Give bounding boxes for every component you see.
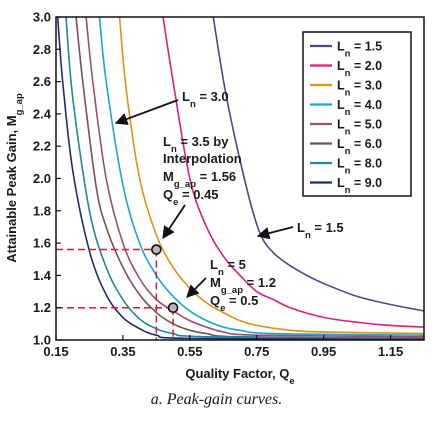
series-line-1 xyxy=(162,17,424,328)
y-tick-label-2: 1.4 xyxy=(33,268,52,283)
legend-label-1: Ln = 2.0 xyxy=(337,59,382,79)
highlight-point-0 xyxy=(151,244,162,255)
annotation-ln35-line1: Ln = 3.5 by xyxy=(163,134,229,155)
annotation-ln35-arrow xyxy=(162,204,186,240)
y-tick-label-8: 2.6 xyxy=(33,74,51,89)
series-line-3 xyxy=(98,17,424,336)
x-tick-label-5: 1.15 xyxy=(378,344,403,359)
series-line-2 xyxy=(118,17,424,335)
legend-box xyxy=(302,31,412,197)
annotation-ln35-line3: Mg_ap = 1.56 xyxy=(163,169,236,190)
x-tick-label-1: 0.35 xyxy=(110,344,135,359)
x-tick-label-4: 0.95 xyxy=(311,344,336,359)
legend-label-4: Ln = 5.0 xyxy=(337,118,382,138)
annotation-ln5: Ln = 5 Mg_ap = 1.2 Qe = 0.5 xyxy=(186,257,276,314)
legend-label-2: Ln = 3.0 xyxy=(337,79,382,99)
y-tick-label-4: 1.8 xyxy=(33,203,51,218)
axis-ticks: 0.15 0.35 0.55 0.75 0.95 1.15 1.0 1.2 1.4 1.6 1.8 2… xyxy=(33,10,403,360)
annotation-ln30: Ln = 3.0 xyxy=(114,89,229,125)
series-line-4 xyxy=(85,17,424,338)
series-line-0 xyxy=(212,17,424,312)
annotation-ln15-arrow xyxy=(256,226,294,240)
annotation-ln15-line1: Ln = 1.5 xyxy=(297,220,344,241)
annotation-ln35: Ln = 3.5 by Interpolation Mg_ap = 1.56 Q… xyxy=(162,134,242,240)
annotation-ln35-line4: Qe = 0.45 xyxy=(163,187,219,208)
y-tick-label-1: 1.2 xyxy=(33,300,51,315)
x-tick-label-0: 0.15 xyxy=(43,344,68,359)
y-tick-label-7: 2.4 xyxy=(33,106,52,121)
highlight-markers xyxy=(151,244,179,314)
y-tick-label-10: 3.0 xyxy=(33,10,51,25)
highlight-point-1 xyxy=(167,302,179,314)
legend-label-5: Ln = 6.0 xyxy=(337,137,382,157)
legend: Ln = 1.5Ln = 2.0Ln = 3.0Ln = 4.0Ln = 5.0… xyxy=(302,31,412,197)
annotation-ln35-line2: Interpolation xyxy=(163,151,242,166)
annotation-ln5-arrow xyxy=(186,277,207,298)
legend-items: Ln = 1.5Ln = 2.0Ln = 3.0Ln = 4.0Ln = 5.0… xyxy=(310,40,382,196)
figure-caption: a. Peak-gain curves. xyxy=(150,391,283,408)
series-line-5 xyxy=(75,17,424,340)
y-tick-label-3: 1.6 xyxy=(33,236,51,251)
x-axis-label: Quality Factor, Qe xyxy=(185,366,294,387)
legend-label-6: Ln = 8.0 xyxy=(337,157,382,177)
y-axis-label: Attainable Peak Gain, Mg_ap xyxy=(4,93,25,263)
annotation-ln30-arrow xyxy=(114,99,179,125)
y-tick-label-0: 1.0 xyxy=(33,333,51,348)
x-tick-label-2: 0.55 xyxy=(177,344,202,359)
legend-label-0: Ln = 1.5 xyxy=(337,40,382,60)
y-tick-label-9: 2.8 xyxy=(33,42,51,57)
y-tick-label-5: 2.0 xyxy=(33,171,51,186)
legend-label-7: Ln = 9.0 xyxy=(337,176,382,196)
marker-guides xyxy=(56,248,174,340)
annotation-ln30-line1: Ln = 3.0 xyxy=(182,89,229,110)
annotations: Ln = 3.0 Ln = 3.5 by Interpolation Mg_ap… xyxy=(114,89,344,314)
chart: Ln = 1.5Ln = 2.0Ln = 3.0Ln = 4.0Ln = 5.0… xyxy=(4,10,425,387)
x-tick-label-3: 0.75 xyxy=(244,344,269,359)
annotation-ln5-line3: Qe = 0.5 xyxy=(210,293,258,314)
annotation-ln5-line2: Mg_ap = 1.2 xyxy=(210,275,276,296)
legend-label-3: Ln = 4.0 xyxy=(337,98,382,118)
series-line-6 xyxy=(65,17,424,340)
annotation-ln5-line1: Ln = 5 xyxy=(210,257,246,278)
y-tick-label-6: 2.2 xyxy=(33,139,51,154)
series-curves xyxy=(56,17,424,340)
annotation-ln15: Ln = 1.5 xyxy=(256,220,344,241)
